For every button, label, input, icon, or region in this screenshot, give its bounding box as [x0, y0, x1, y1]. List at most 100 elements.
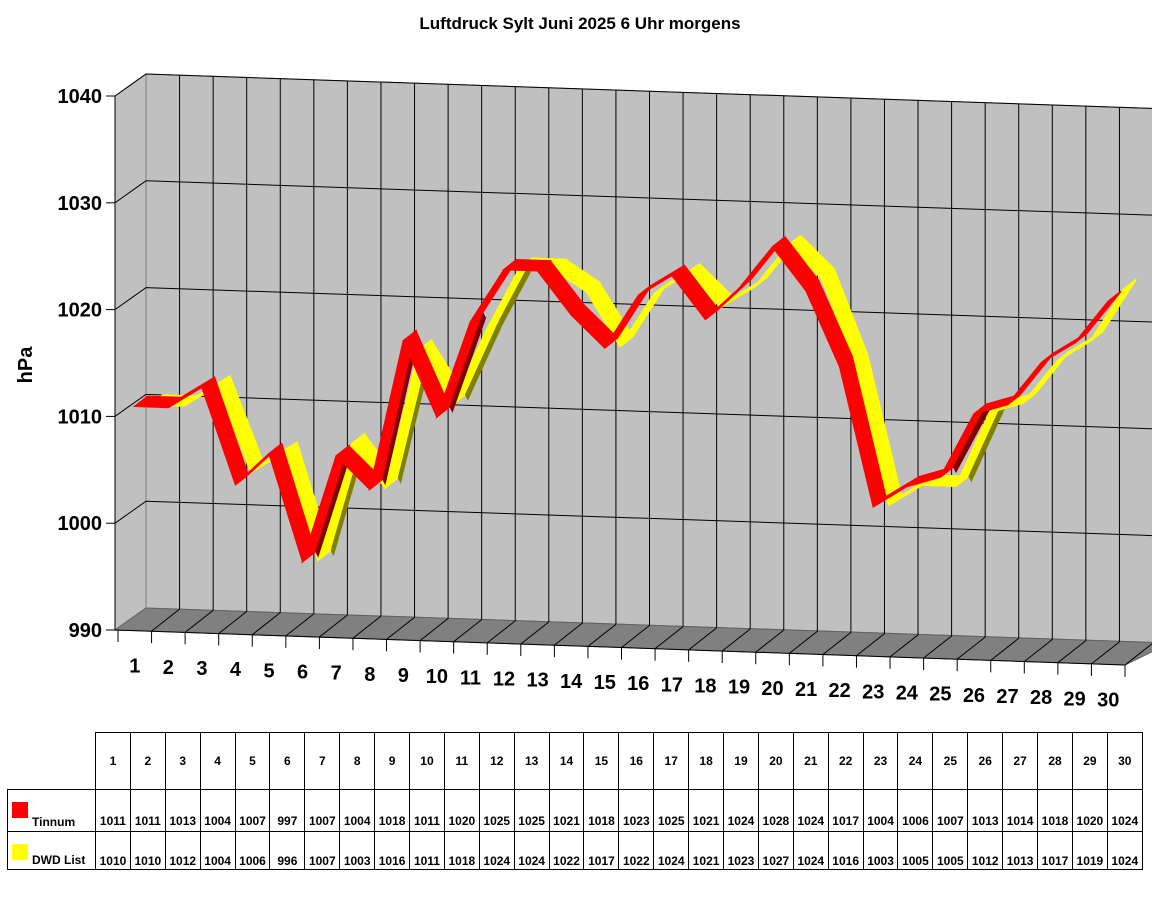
floor-line [1091, 641, 1120, 665]
floor-line [151, 608, 180, 632]
legend-dwd-list: DWD List [7, 831, 96, 870]
data-table-col-header: 3 [164, 732, 201, 790]
data-table-cell: 1011 [95, 789, 131, 832]
floor-line [285, 613, 315, 637]
data-table-cell: 1021 [688, 831, 725, 870]
data-table-cell: 1024 [792, 831, 829, 870]
floor-line [789, 630, 818, 654]
data-table-cell: 1012 [967, 831, 1004, 870]
ribbon-segment [1074, 290, 1122, 344]
floor-line [688, 627, 717, 651]
data-table-row-tinnum: Tinnum 1011 1011 1013 1004 1007 997 1007 1004 10… [7, 789, 1143, 832]
x-tick-label: 15 [594, 672, 616, 694]
data-table-col-header: 20 [757, 732, 794, 790]
legend-label: DWD List [32, 853, 86, 867]
floor-line [654, 626, 684, 650]
floor-line [1124, 643, 1152, 666]
data-table-cell: 997 [269, 789, 306, 832]
floor-line [554, 622, 583, 646]
x-tick-label: 1 [129, 656, 140, 678]
floor-line [520, 621, 550, 645]
chart-walls [113, 73, 1152, 666]
data-table-cell: 1024 [792, 789, 829, 832]
floor-line [755, 629, 785, 653]
x-tick-label: 9 [398, 665, 409, 687]
chart-gridlines [114, 73, 1152, 666]
data-table-col-header: 7 [304, 732, 341, 790]
floor-line [319, 614, 348, 638]
floor-line [218, 611, 248, 634]
floor-line [453, 619, 482, 643]
data-table-col-header: 24 [897, 732, 934, 790]
data-table-cell: 1013 [164, 789, 201, 832]
x-tick-label: 11 [460, 667, 481, 689]
data-table-cell: 1012 [164, 831, 201, 870]
data-table-cell: 1022 [618, 831, 655, 870]
data-table-cell: 1023 [618, 789, 655, 832]
data-table-cell: 1024 [1106, 789, 1143, 832]
series-tinnum-ribbon [132, 235, 1122, 564]
data-table-col-header: 8 [339, 732, 376, 790]
floor-line [251, 612, 281, 636]
x-tick-label: 17 [661, 674, 683, 696]
data-table-cell: 1013 [967, 789, 1004, 832]
data-table-col-header: 12 [478, 732, 515, 790]
legend-swatch-yellow [12, 844, 28, 860]
y-tick-label: 1030 [58, 193, 103, 215]
data-table-cell: 1018 [583, 789, 620, 832]
data-table-cell: 1016 [374, 831, 411, 870]
floor-line [486, 620, 516, 644]
data-table-col-header: 18 [688, 732, 725, 790]
data-table-cell: 1024 [1106, 831, 1143, 870]
ribbon-shade [968, 402, 1005, 483]
data-table-cell: 1006 [897, 789, 934, 832]
data-table-cell: 1004 [199, 831, 236, 870]
data-table-col-header: 1 [95, 732, 131, 790]
x-tick-label: 21 [795, 679, 817, 701]
y-tick-label: 1040 [58, 86, 103, 108]
x-tick-label: 30 [1097, 689, 1119, 711]
floor-line [923, 635, 952, 659]
x-tick-label: 26 [963, 685, 985, 707]
floor-line [621, 625, 650, 648]
data-table-cell: 1017 [583, 831, 620, 870]
data-table-cell: 1019 [1071, 831, 1108, 870]
data-table-cell: 1011 [409, 831, 445, 870]
data-table-col-header: 28 [1037, 732, 1073, 790]
data-table-cell: 1021 [548, 789, 585, 832]
floor-line [956, 636, 986, 660]
data-table-col-header: 22 [827, 732, 864, 790]
y-tick-label: 990 [69, 620, 102, 642]
data-table-cell: 1007 [234, 789, 271, 832]
data-table-cell: 1021 [688, 789, 725, 832]
x-tick-label: 7 [331, 663, 342, 685]
y-tick-label: 1000 [58, 513, 103, 535]
y-tick-label: 1020 [58, 300, 103, 322]
data-table-cell: 1024 [513, 831, 550, 870]
data-table-cell: 1014 [1002, 789, 1039, 832]
data-table-cell: 1005 [932, 831, 969, 870]
data-table-cell: 1025 [478, 789, 515, 832]
data-table-header-row: 1 2 3 4 5 6 7 8 9 10 11 12 13 14 15 16 17 18 19 20 21 22 23 24 2… [7, 732, 1143, 790]
data-table-corner [7, 732, 96, 790]
x-tick-label: 12 [493, 668, 515, 690]
data-table-col-header: 11 [443, 732, 480, 790]
data-table-cell: 996 [269, 831, 306, 870]
floor-line [990, 637, 1020, 661]
data-table-cell: 1007 [304, 831, 341, 870]
x-tick-label: 13 [526, 670, 548, 692]
data-table-col-header: 10 [409, 732, 445, 790]
x-tick-label: 28 [1030, 687, 1052, 709]
data-table-col-header: 25 [932, 732, 969, 790]
x-tick-label: 22 [829, 680, 851, 702]
data-table-cell: 1025 [653, 789, 690, 832]
data-table-cell: 1022 [548, 831, 585, 870]
data-table-col-header: 23 [862, 732, 899, 790]
x-tick-label: 19 [728, 677, 750, 699]
data-table-cell: 1027 [757, 831, 794, 870]
chart-title: Luftdruck Sylt Juni 2025 6 Uhr morgens [419, 14, 741, 33]
ribbon-segment [1089, 278, 1137, 343]
data-table-cell: 1018 [374, 789, 411, 832]
floor-line [419, 618, 449, 641]
